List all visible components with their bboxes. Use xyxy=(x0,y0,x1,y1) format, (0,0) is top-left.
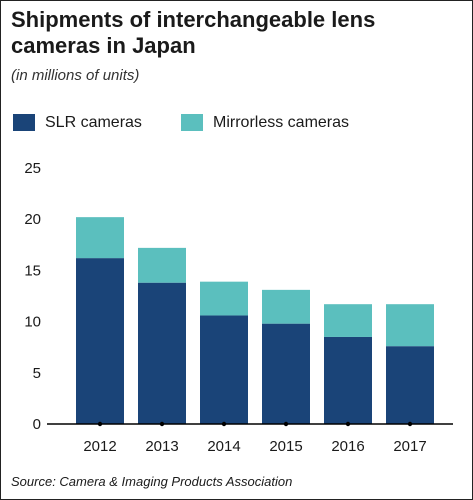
y-tick-label: 15 xyxy=(24,262,41,279)
legend-swatch-mirrorless xyxy=(181,114,203,131)
y-tick-label: 10 xyxy=(24,314,41,331)
bar-slr-2015 xyxy=(262,323,310,424)
legend-label-slr: SLR cameras xyxy=(45,114,142,131)
x-tick-mark xyxy=(221,421,227,427)
x-tick-label: 2016 xyxy=(331,438,364,455)
y-tick-label: 20 xyxy=(24,211,41,228)
x-tick-label: 2015 xyxy=(269,438,302,455)
bar-slr-2012 xyxy=(76,258,124,424)
bar-mirrorless-2013 xyxy=(138,247,186,283)
legend-label-mirrorless: Mirrorless cameras xyxy=(213,114,350,131)
x-tick-label: 2012 xyxy=(83,438,116,455)
bar-mirrorless-2012 xyxy=(76,217,124,259)
source-note: Source: Camera & Imaging Products Associ… xyxy=(11,474,293,489)
stacked-bar-chart: 0 5 10 15 20 25 2012 2013 2014 2015 2016 2017 xyxy=(24,160,453,455)
bar-mirrorless-2016 xyxy=(324,304,372,337)
y-tick-label: 5 xyxy=(33,365,41,382)
legend-swatch-slr xyxy=(13,114,35,131)
x-tick-label: 2013 xyxy=(145,438,178,455)
bar-mirrorless-2017 xyxy=(386,304,434,347)
chart-title: Shipments of interchangeable lens camera… xyxy=(11,7,376,58)
y-tick-label: 0 xyxy=(33,416,41,433)
bar-mirrorless-2015 xyxy=(262,289,310,324)
chart-subtitle: (in millions of units) xyxy=(11,67,140,84)
y-tick-label: 25 xyxy=(24,160,41,177)
bar-mirrorless-2014 xyxy=(200,281,248,316)
bar-slr-2016 xyxy=(324,336,372,424)
bar-slr-2014 xyxy=(200,315,248,424)
bar-slr-2017 xyxy=(386,346,434,424)
bar-slr-2013 xyxy=(138,282,186,424)
x-tick-label: 2017 xyxy=(393,438,426,455)
x-tick-mark xyxy=(97,421,103,427)
x-tick-mark xyxy=(283,421,289,427)
x-tick-mark xyxy=(345,421,351,427)
x-tick-label: 2014 xyxy=(207,438,240,455)
x-tick-mark xyxy=(407,421,413,427)
x-tick-mark xyxy=(159,421,165,427)
